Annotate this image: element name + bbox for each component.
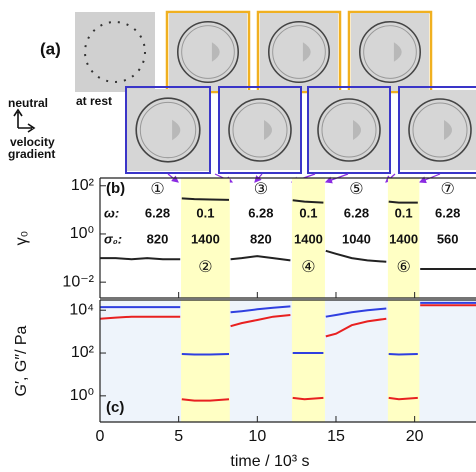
image: [75, 12, 155, 92]
image: [400, 90, 476, 170]
segment-number: ⑥: [396, 259, 410, 276]
segment-number: ①: [150, 181, 164, 198]
image: [169, 13, 247, 91]
y-tick-label: 10⁻²: [62, 273, 94, 290]
panel-a: (a) at rest neutral velocity gradient: [8, 12, 476, 182]
sigma-value: 820: [147, 231, 169, 246]
omega-value: 0.1: [299, 205, 317, 220]
label: at rest: [76, 94, 112, 108]
highlight-band: [181, 300, 230, 422]
segment-number: ②: [198, 259, 212, 276]
label: gradient: [8, 147, 55, 161]
sigma-value: 820: [250, 231, 272, 246]
omega-value: 6.28: [248, 205, 273, 220]
image: [220, 90, 300, 170]
x-tick-label: 10: [248, 428, 266, 445]
x-tick-label: 0: [96, 428, 105, 445]
sigma-value: 1040: [342, 231, 371, 246]
omega-value: 6.28: [344, 205, 369, 220]
sigma-value: 1400: [294, 231, 323, 246]
panel-label: (a): [40, 39, 61, 58]
x-axis-label: time / 10³ s: [230, 453, 309, 470]
image: [260, 13, 338, 91]
omega-value: 6.28: [435, 205, 460, 220]
x-tick-label: 15: [327, 428, 345, 445]
figure: (a) at rest neutral velocity gradient 10…: [0, 0, 476, 472]
segment-number: ⑦: [441, 181, 455, 198]
y-axis-label: γ₀: [13, 231, 30, 246]
panel-label: (b): [106, 180, 125, 197]
highlight-band: [292, 300, 325, 422]
segment-number: ⑤: [349, 181, 363, 198]
y-axis-label: G′, G″/ Pa: [13, 325, 30, 396]
axes-icon: [14, 110, 34, 132]
sigma-value: 1400: [389, 231, 418, 246]
image: [127, 89, 209, 171]
param-label: σ₀:: [104, 231, 122, 246]
omega-value: 0.1: [395, 205, 413, 220]
omega-value: 6.28: [145, 205, 170, 220]
y-tick-label: 10²: [71, 344, 95, 361]
y-tick-label: 10²: [71, 177, 95, 194]
label: neutral: [8, 96, 48, 110]
param-label: ω:: [104, 205, 119, 220]
x-tick-label: 20: [406, 428, 424, 445]
segment-number: ④: [301, 259, 315, 276]
y-tick-label: 10⁰: [70, 225, 94, 242]
panel-label: (c): [106, 399, 124, 416]
highlight-band: [388, 300, 419, 422]
x-tick-label: 5: [174, 428, 183, 445]
image: [351, 13, 429, 91]
plot-background: [100, 300, 476, 422]
y-tick-label: 10⁰: [70, 387, 94, 404]
sigma-value: 1400: [191, 231, 220, 246]
omega-value: 0.1: [196, 205, 214, 220]
segment-number: ③: [254, 181, 268, 198]
y-tick-label: 10⁴: [69, 301, 94, 318]
sigma-value: 560: [437, 231, 459, 246]
image: [309, 90, 389, 170]
